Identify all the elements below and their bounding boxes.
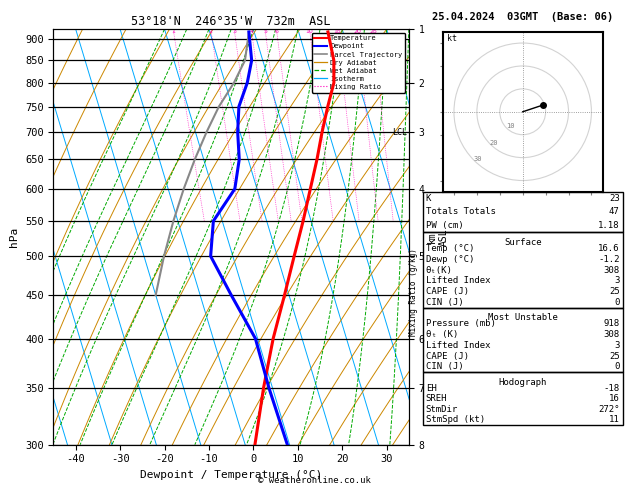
Text: 47: 47 (609, 208, 620, 216)
Text: 1.18: 1.18 (598, 221, 620, 230)
Text: 918: 918 (603, 319, 620, 329)
Y-axis label: hPa: hPa (9, 227, 19, 247)
Text: CAPE (J): CAPE (J) (426, 352, 469, 361)
Y-axis label: km
ASL: km ASL (427, 228, 449, 246)
Text: -1.2: -1.2 (598, 255, 620, 264)
Text: Most Unstable: Most Unstable (487, 313, 558, 323)
Text: StmSpd (kt): StmSpd (kt) (426, 415, 485, 424)
Text: Lifted Index: Lifted Index (426, 341, 491, 350)
Text: 20: 20 (353, 29, 362, 34)
Text: 308: 308 (603, 330, 620, 339)
Text: 10: 10 (506, 123, 515, 129)
X-axis label: Dewpoint / Temperature (°C): Dewpoint / Temperature (°C) (140, 470, 322, 480)
Text: Lifted Index: Lifted Index (426, 276, 491, 285)
Text: Mixing Ratio (g/kg): Mixing Ratio (g/kg) (409, 248, 418, 335)
Text: Totals Totals: Totals Totals (426, 208, 496, 216)
Text: 1: 1 (171, 29, 175, 34)
Text: Hodograph: Hodograph (499, 378, 547, 387)
Text: CIN (J): CIN (J) (426, 298, 464, 307)
Text: Dewp (°C): Dewp (°C) (426, 255, 474, 264)
Text: 30: 30 (473, 156, 482, 162)
Text: LCL: LCL (392, 127, 408, 137)
Text: θₜ (K): θₜ (K) (426, 330, 458, 339)
Text: Pressure (mb): Pressure (mb) (426, 319, 496, 329)
Text: 3: 3 (614, 341, 620, 350)
Text: 16: 16 (609, 395, 620, 403)
Text: K: K (426, 194, 431, 203)
Text: 272°: 272° (598, 405, 620, 414)
Text: 6: 6 (274, 29, 279, 34)
Text: Surface: Surface (504, 238, 542, 247)
Text: CIN (J): CIN (J) (426, 363, 464, 371)
Text: 16.6: 16.6 (598, 244, 620, 253)
Text: PW (cm): PW (cm) (426, 221, 464, 230)
Text: -18: -18 (603, 384, 620, 393)
Text: CAPE (J): CAPE (J) (426, 287, 469, 296)
Text: 0: 0 (614, 298, 620, 307)
Text: 25: 25 (609, 352, 620, 361)
Text: 11: 11 (609, 415, 620, 424)
Text: Temp (°C): Temp (°C) (426, 244, 474, 253)
Text: © weatheronline.co.uk: © weatheronline.co.uk (258, 475, 371, 485)
Text: 10: 10 (306, 29, 313, 34)
Text: θₜ(K): θₜ(K) (426, 265, 453, 275)
Legend: Temperature, Dewpoint, Parcel Trajectory, Dry Adiabat, Wet Adiabat, Isotherm, Mi: Temperature, Dewpoint, Parcel Trajectory… (311, 33, 405, 93)
Text: 25: 25 (609, 287, 620, 296)
Text: 5: 5 (263, 29, 267, 34)
Text: 15: 15 (333, 29, 341, 34)
Text: 2: 2 (209, 29, 213, 34)
Title: 53°18'N  246°35'W  732m  ASL: 53°18'N 246°35'W 732m ASL (131, 15, 331, 28)
Text: EH: EH (426, 384, 437, 393)
Text: 25: 25 (370, 29, 377, 34)
Text: 0: 0 (614, 363, 620, 371)
Text: 23: 23 (609, 194, 620, 203)
Text: SREH: SREH (426, 395, 447, 403)
Text: kt: kt (447, 34, 457, 43)
Text: 3: 3 (232, 29, 236, 34)
Text: 3: 3 (614, 276, 620, 285)
Text: 4: 4 (249, 29, 253, 34)
Text: StmDir: StmDir (426, 405, 458, 414)
Text: 25.04.2024  03GMT  (Base: 06): 25.04.2024 03GMT (Base: 06) (432, 12, 613, 22)
Text: 20: 20 (490, 140, 498, 146)
Text: 308: 308 (603, 265, 620, 275)
